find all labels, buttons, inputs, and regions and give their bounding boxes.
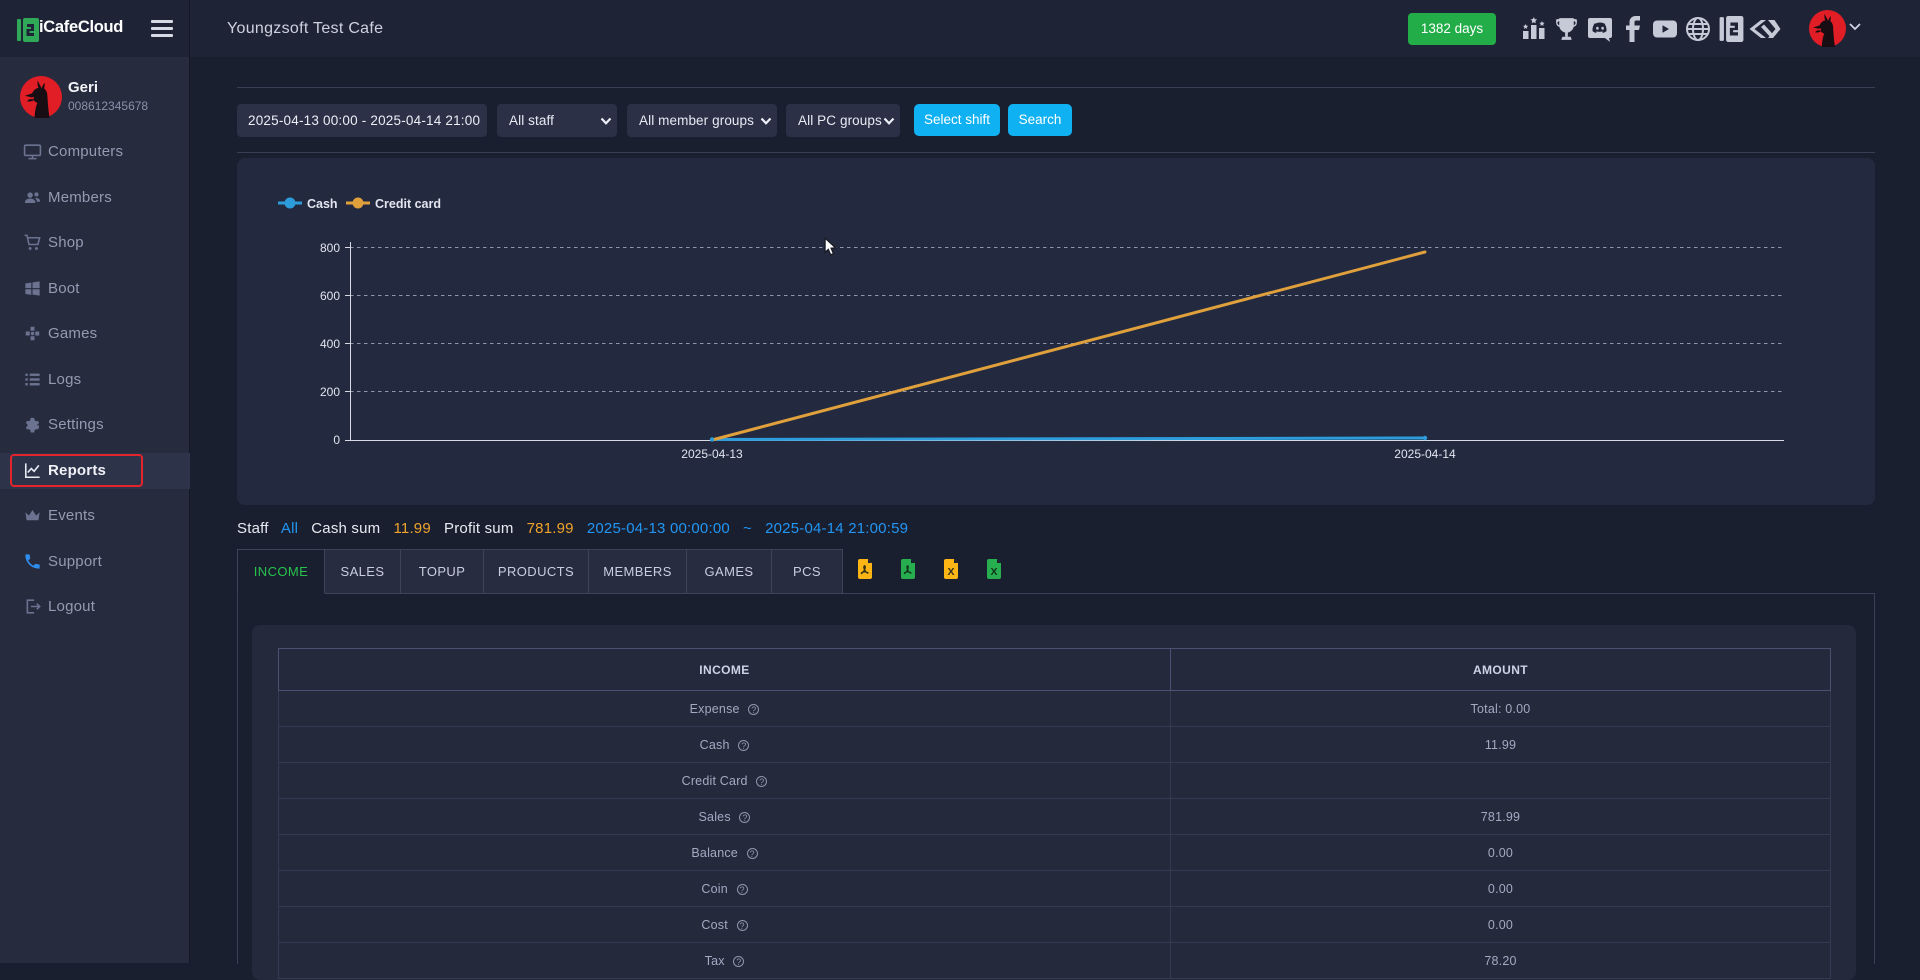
- svg-text:0: 0: [333, 433, 340, 447]
- svg-text:400: 400: [320, 337, 340, 351]
- svg-text:Cash: Cash: [307, 197, 338, 211]
- svg-text:X: X: [947, 566, 954, 578]
- svg-text:X: X: [990, 566, 997, 578]
- svg-text:2025-04-13: 2025-04-13: [681, 447, 743, 461]
- svg-text:800: 800: [320, 241, 340, 255]
- svg-text:Credit card: Credit card: [375, 197, 441, 211]
- svg-text:200: 200: [320, 385, 340, 399]
- svg-text:2025-04-14: 2025-04-14: [1394, 447, 1456, 461]
- svg-text:600: 600: [320, 289, 340, 303]
